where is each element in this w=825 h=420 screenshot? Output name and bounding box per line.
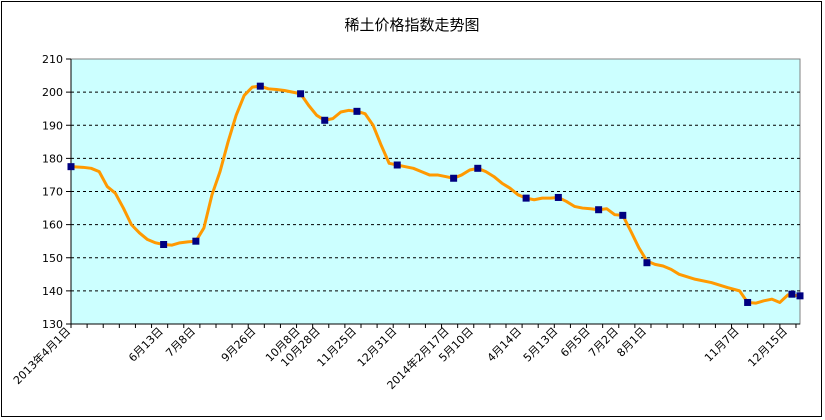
y-tick-label: 150 <box>42 252 63 265</box>
y-tick-label: 170 <box>42 186 63 199</box>
data-point-marker <box>619 211 627 219</box>
x-tick-label: 6月5日 <box>558 325 593 360</box>
data-point-marker <box>256 82 264 90</box>
data-point-marker <box>450 174 458 182</box>
data-point-marker <box>788 290 796 298</box>
data-point-marker <box>192 237 200 245</box>
data-point-marker <box>67 163 75 171</box>
x-tick-label: 2013年4月1日 <box>10 324 73 387</box>
series-layer <box>69 84 802 305</box>
y-tick-label: 190 <box>42 119 63 132</box>
x-tick-label: 6月13日 <box>126 325 166 365</box>
data-point-marker <box>595 206 603 214</box>
x-tick-label: 12月31日 <box>355 325 400 370</box>
x-tick-label: 11月25日 <box>315 325 360 370</box>
data-point-marker <box>554 193 562 201</box>
data-point-marker <box>160 241 168 248</box>
data-point-marker <box>522 194 530 202</box>
y-tick-label: 140 <box>42 285 63 298</box>
x-tick-label: 4月14日 <box>485 325 525 365</box>
data-point-marker <box>353 107 361 115</box>
data-point-marker <box>297 90 305 98</box>
chart-title: 稀土价格指数走势图 <box>344 16 479 34</box>
x-tick-label: 11月7日 <box>702 325 742 365</box>
y-axis-ticks: 130 140 150 160 170 180 190 200 210 <box>42 53 71 331</box>
data-point-marker <box>474 164 482 172</box>
x-tick-label: 9月26日 <box>219 325 259 365</box>
x-tick-label: 7月8日 <box>163 325 198 360</box>
series-line <box>69 84 802 305</box>
y-tick-label: 130 <box>42 318 63 331</box>
marker-layer <box>67 82 804 306</box>
y-tick-label: 200 <box>42 86 63 99</box>
y-tick-label: 160 <box>42 219 63 232</box>
x-tick-label: 8月1日 <box>614 325 649 360</box>
x-tick-label: 5月13日 <box>521 325 561 365</box>
data-point-marker <box>321 116 329 124</box>
x-tick-label: 7月2日 <box>586 325 621 360</box>
y-tick-label: 210 <box>42 53 63 66</box>
data-point-marker <box>393 161 401 169</box>
data-point-marker <box>796 292 804 300</box>
x-tick-label: 12月15日 <box>745 325 790 370</box>
data-point-marker <box>744 298 752 306</box>
y-tick-label: 180 <box>42 152 63 165</box>
data-point-marker <box>643 259 651 267</box>
gridlines <box>71 91 800 292</box>
